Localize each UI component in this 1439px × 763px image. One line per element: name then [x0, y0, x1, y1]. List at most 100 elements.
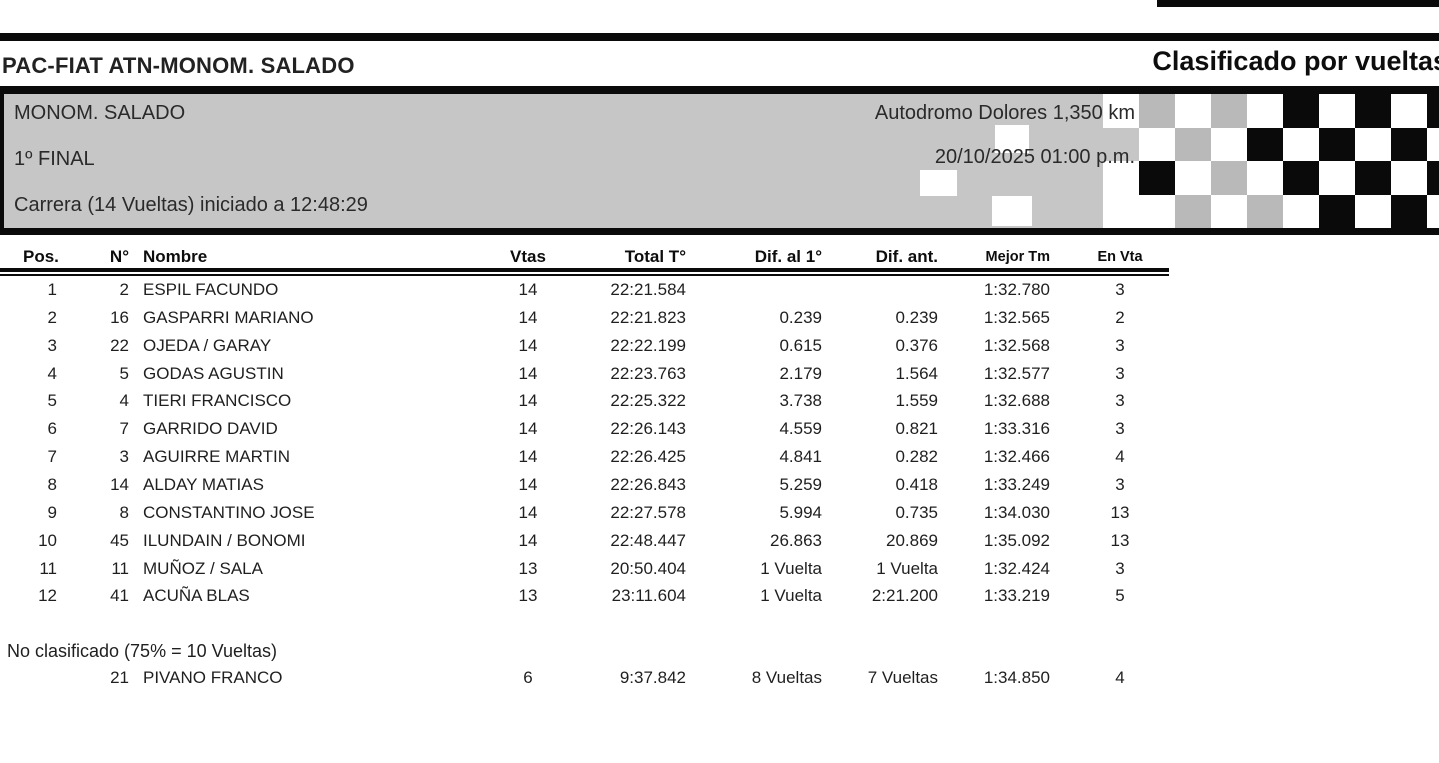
table-cell: 1 [47, 280, 57, 299]
datetime-label: 20/10/2025 01:00 p.m. [934, 146, 1135, 168]
table-cell: 1.564 [895, 363, 938, 383]
table-cell: 3 [1115, 391, 1125, 411]
col-header-gap-to-first: Dif. al 1° [754, 247, 822, 266]
table-cell: GARRIDO DAVID [143, 419, 278, 439]
header-rule-thick [0, 268, 1169, 272]
flag-square [1283, 161, 1319, 195]
event-header-box: MONOM. SALADO 1º FINAL Carrera (14 Vuelt… [0, 86, 1439, 235]
table-cell: PIVANO FRANCO [143, 668, 283, 687]
flag-square [1355, 127, 1391, 161]
table-cell: 14 [518, 307, 538, 327]
table-cell: 13 [1110, 502, 1130, 522]
table-cell: 8 Vueltas [751, 668, 822, 687]
flag-square [1247, 194, 1283, 228]
table-cell: 0.376 [895, 335, 938, 355]
table-row: 12 41 ACUÑA BLAS 13 23:11.604 1 Vuelta 2:21.20… [0, 586, 1439, 608]
table-cell: 14 [518, 447, 538, 467]
table-cell: 3 [1115, 335, 1125, 355]
flag-square [1391, 161, 1427, 195]
table-row: 3 22 OJEDA / GARAY 14 22:22.199 0.615 0.376 1:3… [0, 336, 1439, 358]
table-cell: TIERI FRANCISCO [143, 391, 292, 411]
table-cell: 11 [39, 558, 57, 578]
top-divider-bar [0, 33, 1439, 41]
table-cell: GODAS AGUSTIN [143, 363, 284, 383]
col-header-number: N° [109, 247, 129, 266]
top-right-bar [1157, 0, 1439, 7]
table-row: 10 45 ILUNDAIN / BONOMI 14 22:48.447 26.863 20… [0, 531, 1439, 553]
table-cell: 7 Vueltas [867, 668, 938, 687]
table-cell: 20:50.404 [610, 558, 686, 578]
flag-square [1283, 194, 1319, 228]
flag-square [1319, 161, 1355, 195]
table-cell: 3 [1115, 280, 1125, 299]
table-cell: 7 [47, 447, 57, 467]
table-cell: 5 [47, 391, 57, 411]
table-cell: 1:34.850 [983, 668, 1050, 687]
checkered-flag [4, 94, 1439, 228]
table-cell: 12 [38, 586, 57, 606]
flag-square [1355, 194, 1391, 228]
table-row: 9 8 CONSTANTINO JOSE 14 22:27.578 5.994 0.735 1… [0, 503, 1439, 525]
flag-square [1427, 94, 1439, 128]
table-row: 8 14 ALDAY MATIAS 14 22:26.843 5.259 0.418 1:33… [0, 475, 1439, 497]
table-cell: 6 [47, 419, 57, 439]
flag-square [1247, 161, 1283, 195]
series-title: PAC-FIAT ATN-MONOM. SALADO [2, 53, 355, 78]
flag-square [1319, 94, 1355, 128]
flag-square [1319, 127, 1355, 161]
table-cell: 22:27.578 [610, 502, 686, 522]
table-cell: 0.239 [779, 307, 822, 327]
table-cell: ACUÑA BLAS [143, 586, 250, 606]
table-cell: 1:35.092 [983, 530, 1050, 550]
col-header-on-lap: En Vta [1097, 249, 1143, 265]
table-cell: 6 [523, 668, 533, 687]
table-cell: 22:21.584 [610, 280, 686, 299]
table-cell: 5 [119, 363, 129, 383]
table-cell: 4 [1115, 668, 1125, 687]
table-row: 11 11 MUÑOZ / SALA 13 20:50.404 1 Vuelta 1 Vue… [0, 559, 1439, 581]
table-row: 1 2 ESPIL FACUNDO 14 22:21.584 1:32.780 3 [0, 280, 1439, 302]
table-cell: 1 Vuelta [760, 558, 822, 578]
not-classified-label: No clasificado (75% = 10 Vueltas) [7, 641, 277, 661]
table-cell: 14 [518, 502, 538, 522]
table-cell: 4 [119, 391, 129, 411]
col-header-gap-previous: Dif. ant. [875, 247, 938, 266]
table-cell: 1:33.219 [983, 586, 1050, 606]
table-cell: 3 [119, 447, 129, 467]
report-title: Clasificado por vueltas [1152, 46, 1439, 76]
flag-square [1103, 161, 1139, 195]
flag-square [1427, 161, 1439, 195]
table-cell: ESPIL FACUNDO [143, 280, 279, 299]
table-cell: 1:32.466 [983, 447, 1050, 467]
table-cell: 1:34.030 [983, 502, 1050, 522]
table-cell: 0.239 [895, 307, 938, 327]
table-row: 7 3 AGUIRRE MARTIN 14 22:26.425 4.841 0.282 1:3… [0, 447, 1439, 469]
table-cell: 3 [1115, 419, 1125, 439]
table-cell: 14 [518, 474, 538, 494]
table-cell: 2:21.200 [871, 586, 938, 606]
table-row: 21 PIVANO FRANCO 6 9:37.842 8 Vueltas 7 Vuelt… [0, 668, 1439, 690]
table-cell: 22 [110, 335, 129, 355]
flag-square [1247, 127, 1283, 161]
table-cell: 3 [1115, 558, 1125, 578]
table-cell: 22:26.143 [610, 419, 686, 439]
table-cell: CONSTANTINO JOSE [143, 502, 315, 522]
flag-square [1211, 161, 1247, 195]
table-cell: 26.863 [770, 530, 822, 550]
table-cell: ILUNDAIN / BONOMI [143, 530, 306, 550]
table-cell: 1:33.249 [983, 474, 1050, 494]
flag-square [1283, 127, 1319, 161]
table-header: Pos. N° Nombre Vtas Total T° Dif. al 1° … [0, 247, 1439, 269]
flag-square [1427, 194, 1439, 228]
table-cell: OJEDA / GARAY [143, 335, 272, 355]
track-label: Autodromo Dolores 1,350 km [874, 102, 1135, 124]
flag-square [1211, 127, 1247, 161]
col-header-laps: Vtas [510, 247, 546, 266]
col-header-total-time: Total T° [624, 247, 686, 266]
flag-square [1391, 194, 1427, 228]
table-cell: 5.994 [779, 502, 822, 522]
session-label: 1º FINAL [14, 148, 95, 170]
table-cell: 0.821 [895, 419, 938, 439]
table-cell: 3 [1115, 474, 1125, 494]
